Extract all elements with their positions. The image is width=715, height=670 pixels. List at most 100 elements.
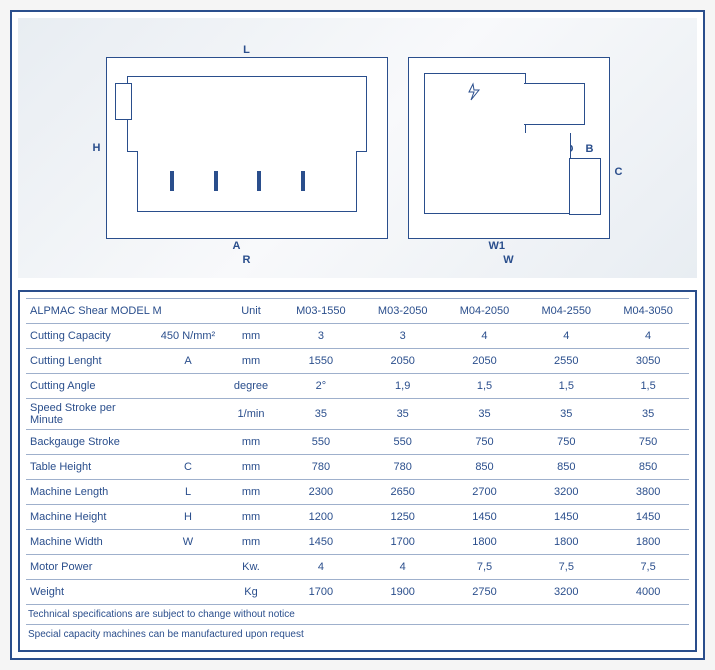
row-label: Machine Length: [26, 480, 154, 505]
col-unit: Unit: [222, 299, 280, 324]
row-symbol: [154, 430, 222, 455]
row-value: 1450: [607, 505, 689, 530]
row-value: 1700: [280, 580, 362, 605]
table-row: Motor PowerKw.447,57,57,5: [26, 555, 689, 580]
row-value: 1550: [280, 349, 362, 374]
machine-base: [137, 151, 357, 212]
row-value: 1200: [280, 505, 362, 530]
row-unit: Kg: [222, 580, 280, 605]
row-unit: mm: [222, 455, 280, 480]
machine-top-housing: [127, 76, 367, 123]
dim-B: B: [586, 143, 594, 155]
table-title: ALPMAC Shear MODEL M: [26, 299, 222, 324]
row-value: 4000: [607, 580, 689, 605]
dim-L: L: [243, 44, 250, 56]
row-value: 3: [280, 324, 362, 349]
dim-C: C: [615, 166, 623, 178]
table-row: Machine WidthWmm14501700180018001800: [26, 530, 689, 555]
row-symbol: H: [154, 505, 222, 530]
row-label: Machine Width: [26, 530, 154, 555]
table-row: Cutting Angledegree2°1,91,51,51,5: [26, 374, 689, 399]
dim-R: R: [243, 254, 251, 266]
schematic-side-view: W1 W D B C: [408, 57, 610, 239]
row-value: 4: [607, 324, 689, 349]
footnote: Special capacity machines can be manufac…: [26, 625, 689, 644]
table-row: Cutting LenghtAmm15502050205025503050: [26, 349, 689, 374]
row-value: 7,5: [444, 555, 526, 580]
row-value: 1450: [525, 505, 607, 530]
row-label: Table Height: [26, 455, 154, 480]
control-panel: [115, 83, 132, 120]
row-value: 1450: [444, 505, 526, 530]
row-value: 7,5: [607, 555, 689, 580]
row-value: 2050: [362, 349, 444, 374]
row-label: Cutting Lenght: [26, 349, 154, 374]
row-value: 1700: [362, 530, 444, 555]
table-header-row: ALPMAC Shear MODEL M Unit M03-1550 M03-2…: [26, 299, 689, 324]
row-symbol: C: [154, 455, 222, 480]
row-label: Speed Stroke per Minute: [26, 399, 154, 430]
footnote: Technical specifications are subject to …: [26, 605, 689, 625]
row-value: 35: [444, 399, 526, 430]
row-unit: mm: [222, 480, 280, 505]
table-row: WeightKg17001900275032004000: [26, 580, 689, 605]
row-value: 4: [525, 324, 607, 349]
col-model: M03-1550: [280, 299, 362, 324]
dim-W1: W1: [489, 240, 506, 252]
table-row: Machine LengthLmm23002650270032003800: [26, 480, 689, 505]
col-model: M03-2050: [362, 299, 444, 324]
side-housing: [424, 73, 526, 135]
row-value: 1,5: [444, 374, 526, 399]
row-unit: degree: [222, 374, 280, 399]
row-unit: 1/min: [222, 399, 280, 430]
row-value: 1900: [362, 580, 444, 605]
row-value: 1,5: [607, 374, 689, 399]
col-model: M04-2550: [525, 299, 607, 324]
row-value: 2300: [280, 480, 362, 505]
row-value: 3800: [607, 480, 689, 505]
row-symbol: [154, 580, 222, 605]
row-value: 1,5: [525, 374, 607, 399]
row-value: 1800: [607, 530, 689, 555]
row-value: 2700: [444, 480, 526, 505]
row-value: 7,5: [525, 555, 607, 580]
row-value: 4: [362, 555, 444, 580]
row-value: 2°: [280, 374, 362, 399]
lightning-icon: [465, 82, 485, 102]
row-value: 1250: [362, 505, 444, 530]
table-row: Table HeightCmm780780850850850: [26, 455, 689, 480]
row-unit: mm: [222, 505, 280, 530]
side-support: [569, 158, 601, 215]
row-symbol: W: [154, 530, 222, 555]
diagram-area: L H A R W1 W D B C: [18, 18, 697, 278]
spec-table-container: ALPMAC Shear MODEL M Unit M03-1550 M03-2…: [18, 290, 697, 652]
row-label: Weight: [26, 580, 154, 605]
row-value: 850: [607, 455, 689, 480]
dim-W: W: [503, 254, 513, 266]
row-value: 1,9: [362, 374, 444, 399]
machine-mid: [127, 121, 367, 152]
row-value: 550: [362, 430, 444, 455]
row-value: 1800: [525, 530, 607, 555]
row-value: 35: [525, 399, 607, 430]
row-value: 550: [280, 430, 362, 455]
row-symbol: A: [154, 349, 222, 374]
row-symbol: L: [154, 480, 222, 505]
table-row: Speed Stroke per Minute1/min3535353535: [26, 399, 689, 430]
row-value: 35: [362, 399, 444, 430]
row-unit: mm: [222, 430, 280, 455]
dim-A: A: [233, 240, 241, 252]
row-symbol: [154, 374, 222, 399]
spec-sheet: L H A R W1 W D B C: [10, 10, 705, 660]
row-label: Motor Power: [26, 555, 154, 580]
row-value: 2550: [525, 349, 607, 374]
row-value: 3200: [525, 580, 607, 605]
row-value: 780: [362, 455, 444, 480]
row-value: 850: [525, 455, 607, 480]
row-value: 35: [280, 399, 362, 430]
side-base: [424, 133, 571, 214]
row-symbol: [154, 399, 222, 430]
row-symbol: 450 N/mm²: [154, 324, 222, 349]
schematic-front-view: L H A R: [106, 57, 388, 239]
row-value: 4: [280, 555, 362, 580]
